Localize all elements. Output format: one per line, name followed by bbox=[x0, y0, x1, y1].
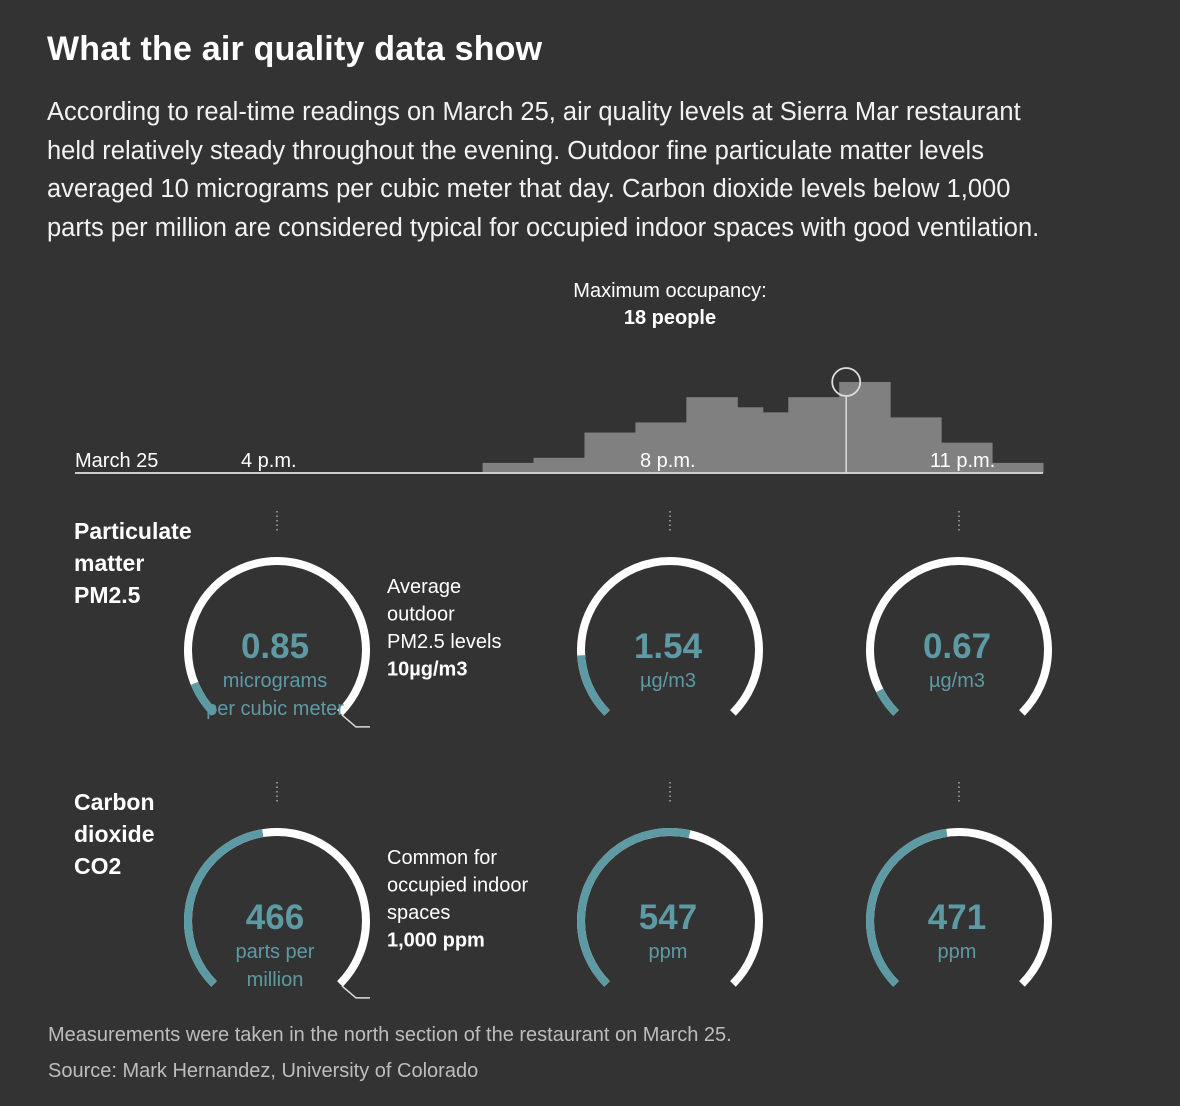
max-occupancy-value: 18 people bbox=[624, 307, 716, 329]
co2-reference-value: 1,000 ppm bbox=[387, 930, 485, 952]
occupancy-bar-0 bbox=[482, 462, 535, 473]
co2-gauge-value-0 bbox=[184, 829, 264, 987]
time-label-3: 11 p.m. bbox=[930, 450, 995, 472]
occupancy-bar-6 bbox=[762, 412, 789, 473]
co2-reference-line-2: spaces bbox=[387, 902, 450, 924]
source-note: Source: Mark Hernandez, University of Co… bbox=[48, 1060, 479, 1082]
occupancy-bar-2 bbox=[584, 432, 636, 473]
co2-reference-line-1: occupied indoor bbox=[387, 875, 529, 897]
pm25-reference-line-1: outdoor bbox=[387, 604, 455, 626]
pm25-gauge-value-1 bbox=[577, 654, 610, 716]
occupancy-bar-11 bbox=[992, 462, 1044, 473]
pm25-unit-0-1: per cubic meter bbox=[206, 698, 344, 720]
pm25-value-1: 1.54 bbox=[634, 627, 703, 666]
intro-text: According to real-time readings on March… bbox=[47, 98, 1040, 242]
occupancy-bar-4 bbox=[686, 397, 738, 473]
time-label-0: March 25 bbox=[75, 450, 158, 472]
co2-unit-0-0: parts per bbox=[236, 941, 315, 963]
pm25-label-line-1: matter bbox=[74, 550, 144, 576]
max-marker-circle bbox=[831, 367, 862, 397]
co2-unit-2-0: ppm bbox=[938, 941, 977, 963]
co2-unit-1-0: ppm bbox=[649, 941, 688, 963]
pm25-gauge-value-2 bbox=[876, 688, 899, 716]
pm25-unit-2-0: µg/m3 bbox=[929, 670, 985, 692]
occupancy-bar-3 bbox=[635, 422, 687, 473]
pm25-gauge-track-2 bbox=[866, 556, 1052, 716]
co2-label-line-1: dioxide bbox=[74, 821, 155, 847]
pm25-gauge-track-1 bbox=[577, 556, 763, 716]
occupancy-bar-5 bbox=[737, 407, 764, 473]
occupancy-bar-1 bbox=[533, 457, 585, 473]
pm25-reference-line-2: PM2.5 levels bbox=[387, 631, 502, 653]
pm25-gauge-track-0 bbox=[184, 556, 370, 716]
occupancy-bar-9 bbox=[890, 417, 942, 473]
co2-label-line-0: Carbon bbox=[74, 789, 155, 815]
occupancy-bar-7 bbox=[788, 397, 840, 473]
pm25-label-line-2: PM2.5 bbox=[74, 582, 141, 608]
co2-unit-0-1: million bbox=[247, 969, 304, 991]
co2-value-1: 547 bbox=[639, 898, 697, 937]
occupancy-bar-10 bbox=[941, 442, 993, 473]
pm25-unit-0-0: micrograms bbox=[223, 670, 327, 692]
co2-value-2: 471 bbox=[928, 898, 986, 937]
occupancy-bar-8 bbox=[839, 382, 891, 473]
pm25-value-2: 0.67 bbox=[923, 627, 991, 666]
pm25-reference-leader bbox=[341, 714, 370, 728]
co2-gauge-value-1 bbox=[577, 828, 691, 987]
time-label-2: 8 p.m. bbox=[640, 450, 696, 472]
co2-reference-leader bbox=[341, 985, 370, 999]
chart-title: What the air quality data show bbox=[47, 30, 543, 68]
time-label-1: 4 p.m. bbox=[241, 450, 297, 472]
pm25-label-line-0: Particulate bbox=[74, 518, 192, 544]
footnote: Measurements were taken in the north sec… bbox=[48, 1024, 732, 1046]
pm25-gauge-value-0 bbox=[190, 681, 217, 716]
co2-reference-line-0: Common for bbox=[387, 847, 497, 869]
pm25-reference-line-0: Average bbox=[387, 576, 461, 598]
co2-gauge-value-2 bbox=[866, 828, 948, 987]
pm25-reference-value: 10µg/m3 bbox=[387, 659, 467, 681]
co2-label-line-2: CO2 bbox=[74, 853, 121, 879]
air-quality-chart: March 25 4 p.m. 8 p.m. 11 p.m. Maximum occup… bbox=[74, 280, 1052, 999]
pm25-unit-1-0: µg/m3 bbox=[640, 670, 696, 692]
co2-value-0: 466 bbox=[246, 898, 304, 937]
pm25-value-0: 0.85 bbox=[241, 627, 309, 666]
max-occupancy-label: Maximum occupancy: bbox=[573, 280, 766, 302]
